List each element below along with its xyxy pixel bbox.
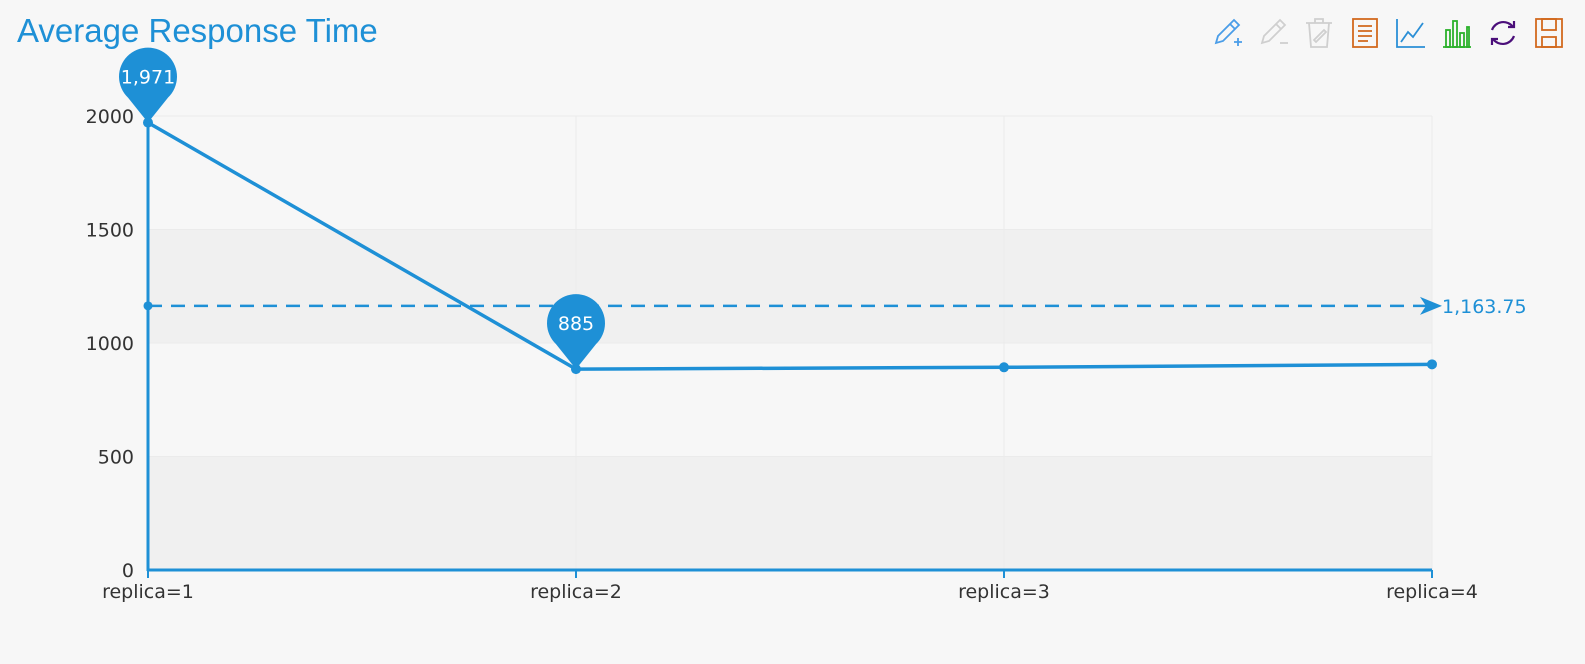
y-tick-label: 0 [122,560,134,582]
pencil-plus-icon[interactable] [1210,16,1244,50]
data-point [1427,359,1437,370]
y-tick-label: 1500 [86,220,134,242]
trash-icon[interactable] [1302,16,1336,50]
y-tick-label: 2000 [86,106,134,128]
refresh-icon[interactable] [1486,16,1520,50]
mark-point-pin [547,294,606,370]
mark-line-label: 1,163.75 [1442,296,1527,318]
data-point [999,362,1009,373]
mark-line-start-point [143,301,153,311]
toolbox [1210,16,1566,50]
x-tick-label: replica=1 [102,581,194,603]
series-line [147,121,1433,371]
mark-point-pin [118,47,177,123]
split-area-band [148,343,1432,457]
mark-point-label: 885 [558,313,594,335]
bar-chart-icon[interactable] [1440,16,1474,50]
split-area-band [148,229,1432,343]
x-tick-label: replica=4 [1386,581,1478,603]
split-area-band [148,456,1432,570]
data-view-icon[interactable] [1348,16,1382,50]
mark-line-arrow [1420,296,1442,315]
x-tick-label: replica=2 [530,581,622,603]
y-tick-label: 500 [98,447,134,469]
y-tick-label: 1000 [86,333,134,355]
x-tick-label: replica=3 [958,581,1050,603]
chart-title: Average Response Time [17,12,378,49]
pencil-minus-icon[interactable] [1256,16,1290,50]
save-icon[interactable] [1532,16,1566,50]
mark-point-label: 1,971 [121,67,175,89]
split-area-band [148,116,1432,230]
line-chart-icon[interactable] [1394,16,1428,50]
